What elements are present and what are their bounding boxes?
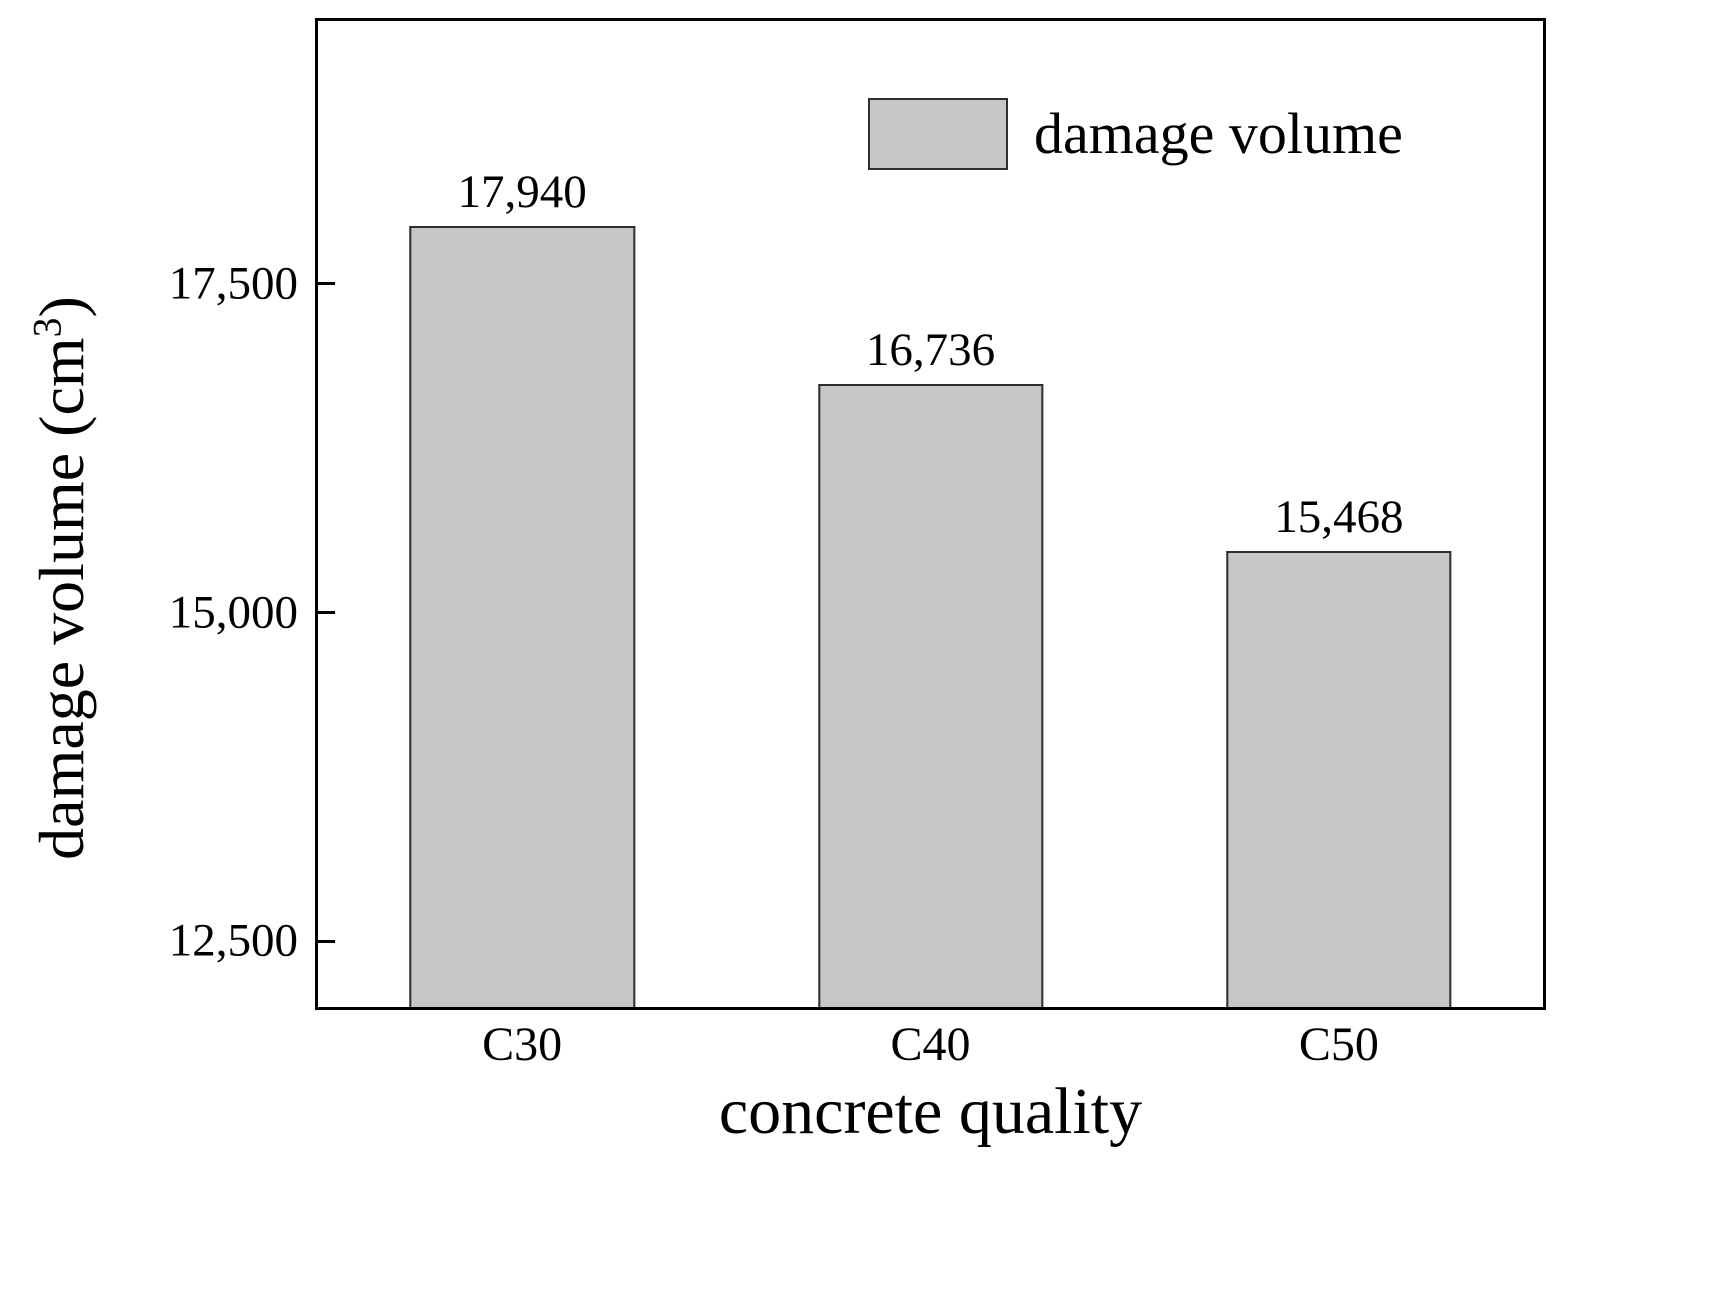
x-tick-label-C30: C30: [482, 1018, 563, 1071]
bar-value-label-C40: 16,736: [865, 324, 996, 377]
y-tick-mark: [318, 282, 335, 286]
x-axis-title: concrete quality: [718, 1075, 1143, 1148]
bar-C30: [409, 226, 635, 1007]
y-tick-label: 17,500: [168, 257, 298, 310]
x-tick-label-C40: C40: [890, 1018, 971, 1071]
bar-value-label-C50: 15,468: [1274, 491, 1404, 544]
y-tick-mark: [318, 611, 335, 615]
y-axis-title: damage volume (cm3): [26, 296, 97, 860]
bar-C40: [817, 384, 1044, 1007]
legend-swatch-damage-volume: [868, 98, 1008, 170]
y-axis-title-close: ): [26, 296, 97, 318]
plot-area: 12,500 15,000 17,500 C30 C40 C50 17,940 16,73…: [169, 18, 1546, 1145]
legend: damage volume: [868, 98, 1403, 170]
bar-C50: [1226, 551, 1452, 1007]
y-axis-title-superscript: 3: [25, 317, 70, 338]
bar-value-label-C30: 17,940: [457, 166, 587, 219]
y-tick-label: 12,500: [168, 914, 298, 967]
x-tick-label-C50: C50: [1298, 1018, 1379, 1071]
y-tick-label: 15,000: [168, 586, 298, 639]
y-tick-mark: [318, 939, 335, 943]
y-axis-title-text: damage volume (cm: [26, 337, 97, 860]
legend-label-damage-volume: damage volume: [1034, 101, 1403, 166]
